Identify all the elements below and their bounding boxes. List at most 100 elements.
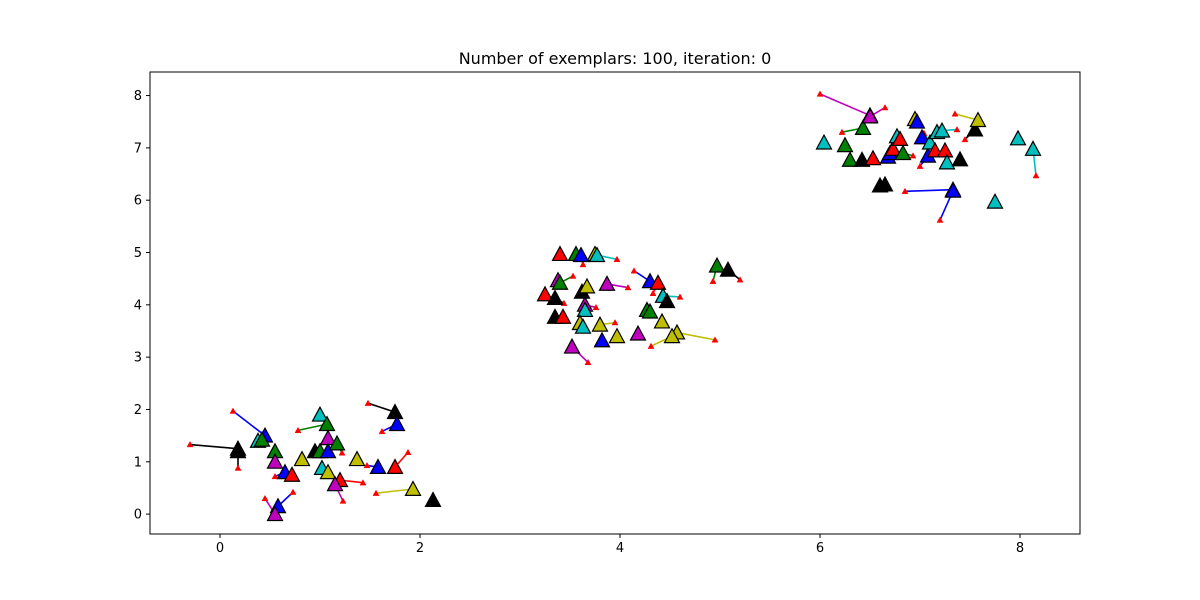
chart-title: Number of exemplars: 100, iteration: 0: [459, 49, 772, 68]
arrow-tip: [294, 426, 302, 434]
arrow-tip: [961, 135, 969, 143]
exemplar-marker: [283, 466, 301, 482]
arrow-tip: [339, 497, 347, 504]
exemplar-marker: [572, 246, 590, 263]
arrow-tip: [624, 284, 632, 291]
marker-layer: [229, 106, 1042, 522]
exemplar-marker: [936, 141, 954, 158]
arrow-tip: [816, 90, 824, 97]
exemplar-marker: [388, 415, 406, 432]
exemplar-marker: [578, 277, 596, 294]
exemplar-marker: [424, 491, 442, 507]
exemplar-marker: [266, 453, 284, 469]
arrow-tip: [261, 494, 269, 502]
exemplar-marker: [894, 144, 912, 161]
arrow-tip: [647, 342, 655, 349]
exemplar-arrow: [904, 188, 954, 193]
exemplar-marker: [663, 327, 681, 344]
y-tick-label: 1: [134, 455, 142, 470]
exemplar-marker: [944, 182, 962, 198]
exemplar-marker: [649, 274, 667, 290]
exemplar-marker: [348, 450, 366, 467]
arrow-tip: [613, 255, 621, 262]
exemplar-marker: [591, 315, 609, 332]
arrow-tip: [372, 489, 380, 496]
y-tick-label: 4: [134, 298, 142, 313]
arrow-tip: [289, 488, 297, 495]
exemplar-marker: [266, 505, 284, 522]
arrow-tip: [271, 472, 279, 480]
y-tick-label: 3: [134, 351, 142, 366]
arrow-tip: [234, 464, 242, 471]
y-axis: 0 1 2 3 4 5 6 7 8: [134, 89, 150, 523]
arrow-tip: [953, 126, 961, 133]
arrow-tip: [676, 293, 684, 300]
exemplar-marker: [546, 289, 564, 306]
exemplar-marker: [891, 130, 909, 146]
exemplar-marker: [593, 331, 611, 348]
exemplar-arrow: [375, 488, 414, 494]
arrow-tip: [709, 277, 717, 284]
exemplar-marker: [908, 112, 926, 129]
arrow-tip: [592, 303, 600, 311]
arrow-tip: [359, 479, 367, 486]
exemplar-marker: [1024, 140, 1042, 156]
exemplar-marker: [938, 153, 956, 170]
arrow-tip: [936, 216, 944, 223]
exemplar-marker: [386, 403, 404, 420]
arrow-tip: [630, 267, 638, 274]
exemplar-marker: [598, 275, 616, 291]
arrow-tip: [569, 272, 577, 279]
exemplar-arrow: [819, 93, 871, 117]
exemplar-marker: [658, 292, 676, 309]
exemplar-marker: [876, 175, 894, 192]
arrow-tip: [378, 427, 386, 435]
arrow-tip: [364, 399, 372, 406]
arrow-tip: [1032, 172, 1040, 179]
exemplar-marker: [836, 136, 854, 153]
exemplar-marker: [913, 128, 931, 145]
exemplar-marker: [551, 245, 569, 262]
x-tick-label: 2: [416, 541, 424, 556]
arrow-tip: [881, 104, 889, 111]
y-tick-label: 6: [134, 194, 142, 209]
arrow-tip: [186, 441, 194, 448]
exemplar-marker: [841, 151, 859, 167]
arrow-tip: [584, 358, 592, 366]
arrow-tip: [611, 319, 619, 326]
arrow-tip: [711, 336, 719, 343]
exemplar-marker: [815, 133, 833, 150]
exemplar-arrow: [189, 443, 239, 450]
exemplar-arrow: [367, 402, 396, 413]
arrow-tip: [229, 407, 237, 414]
exemplar-marker: [574, 318, 592, 334]
exemplar-marker: [969, 111, 987, 128]
arrow-tip: [579, 261, 587, 268]
exemplar-marker: [319, 463, 337, 480]
arrow-tip: [838, 128, 846, 135]
exemplar-marker: [854, 119, 872, 135]
arrow-tip: [916, 162, 924, 169]
arrow-tip: [363, 461, 371, 469]
exemplar-marker: [1009, 129, 1027, 146]
exemplar-marker: [951, 150, 969, 167]
arrow-tip: [338, 449, 346, 456]
exemplar-marker: [641, 302, 659, 319]
exemplar-marker: [369, 458, 387, 475]
plot-frame: [149, 71, 1081, 535]
y-tick-label: 2: [134, 403, 142, 418]
exemplar-marker: [328, 434, 346, 451]
x-tick-label: 0: [216, 541, 224, 556]
exemplar-arrow: [232, 410, 266, 437]
exemplar-marker: [536, 285, 554, 302]
exemplar-marker: [864, 149, 882, 166]
exemplar-marker: [319, 442, 337, 459]
exemplar-marker: [293, 450, 311, 467]
y-tick-label: 5: [134, 246, 142, 261]
exemplar-marker: [253, 431, 271, 447]
exemplar-marker: [608, 327, 626, 344]
y-tick-label: 7: [134, 141, 142, 156]
y-tick-label: 0: [134, 508, 142, 523]
